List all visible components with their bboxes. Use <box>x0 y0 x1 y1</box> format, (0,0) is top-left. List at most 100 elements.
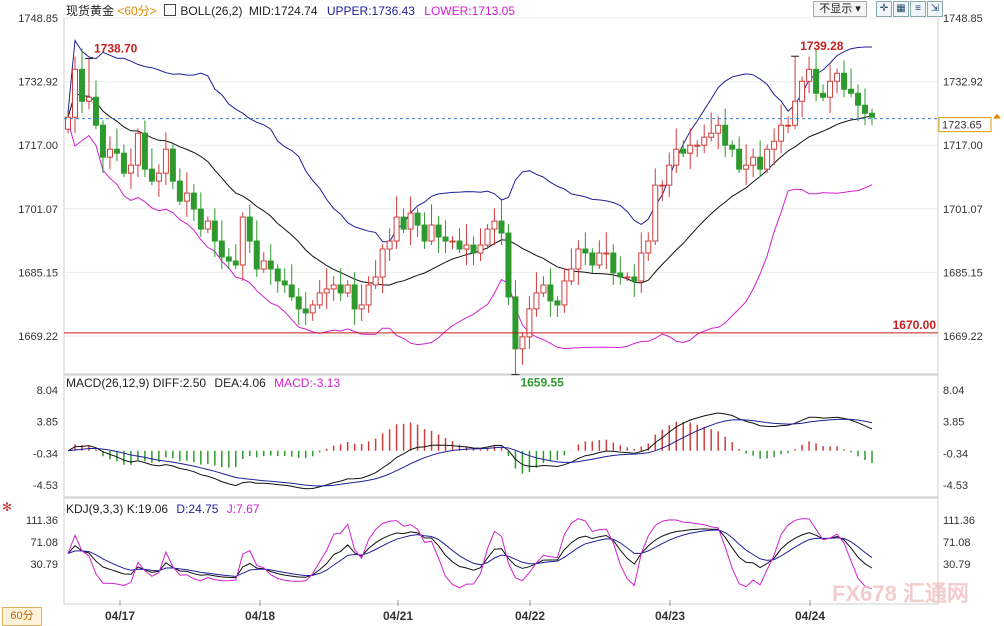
y-tick-label-left: 1748.85 <box>18 13 58 25</box>
candle <box>484 224 491 250</box>
kdj-y-tick-right: 71.08 <box>943 537 971 549</box>
candle <box>533 272 540 317</box>
candle <box>379 244 386 293</box>
candle-body <box>267 260 274 270</box>
candle-body <box>197 208 204 230</box>
candle <box>302 292 309 325</box>
kdj-d-line <box>67 529 873 577</box>
candle-body <box>519 336 526 350</box>
boll-icon <box>164 4 177 16</box>
candle-body <box>65 116 71 130</box>
gear-icon[interactable]: ✻ <box>2 500 13 514</box>
candle-body <box>225 256 232 262</box>
candle <box>253 220 260 277</box>
high-right-label: 1739.28 <box>800 39 844 53</box>
menu-icon[interactable]: ≡ <box>910 1 926 17</box>
candle-body <box>652 184 659 242</box>
crosshair-icon[interactable]: ✛ <box>876 1 892 17</box>
timeframe-button[interactable]: 60分 <box>2 607 42 626</box>
boll-name: BOLL(26,2) <box>180 4 243 18</box>
candle <box>295 288 302 325</box>
candle-body <box>71 68 78 118</box>
price-header: 现货黄金 <60分> BOLL(26,2) MID:1724.74 UPPER:… <box>66 4 515 18</box>
candle-body <box>624 276 631 279</box>
candle-body <box>211 220 218 242</box>
candle <box>127 148 134 190</box>
candle <box>323 268 330 309</box>
y-tick-label-left: 1732.92 <box>18 77 58 89</box>
candle-body <box>106 148 113 158</box>
candle-body <box>414 212 421 226</box>
candle-body <box>92 96 99 126</box>
candle-body <box>162 148 169 174</box>
candle-body <box>449 240 456 243</box>
chevron-down-icon: ▾ <box>855 3 861 15</box>
candle <box>666 152 673 198</box>
x-tick-label: 04/24 <box>795 609 825 623</box>
candle <box>65 112 71 134</box>
macd-diff: DIFF:2.50 <box>152 376 207 390</box>
kdj-y-tick-right: 111.36 <box>943 515 975 527</box>
candle-body <box>491 220 498 230</box>
candle <box>239 212 246 281</box>
macd-name: MACD(26,12,9) <box>66 376 150 390</box>
candle <box>190 184 197 222</box>
candle <box>848 68 855 98</box>
macd-y-tick-left: -0.34 <box>33 448 58 460</box>
candle <box>491 208 498 246</box>
candle-body <box>253 240 260 270</box>
candle-body <box>78 68 85 102</box>
current-price-label: 1723.65 <box>942 120 982 132</box>
expand-icon[interactable]: ⇲ <box>927 1 943 17</box>
candle <box>806 56 813 94</box>
candle <box>638 232 645 293</box>
candle <box>659 180 666 202</box>
candle <box>477 228 484 262</box>
candle-body <box>547 284 554 302</box>
candle-body <box>869 112 875 118</box>
candle-body <box>554 300 561 306</box>
candle <box>785 116 792 134</box>
y-tick-label-left: 1717.00 <box>18 140 58 152</box>
candle-body <box>540 284 547 294</box>
candle <box>78 48 85 114</box>
candle-body <box>848 88 855 94</box>
candle-body <box>806 68 813 82</box>
candle-body <box>708 132 715 138</box>
candle <box>351 272 358 325</box>
candle-body <box>757 156 764 170</box>
candle <box>330 276 337 301</box>
current-price-box <box>938 117 992 133</box>
candle-body <box>785 124 792 127</box>
macd-panel <box>67 412 873 490</box>
hide-indicator-button[interactable]: 不显示 ▾ <box>813 1 867 17</box>
candle <box>554 296 561 317</box>
candle <box>778 104 785 154</box>
candle <box>757 140 764 178</box>
candle-body <box>218 240 225 258</box>
candle-body <box>603 252 610 255</box>
candle <box>456 228 463 254</box>
candle <box>505 224 512 305</box>
settings-icon[interactable]: ▦ <box>893 1 909 17</box>
candle <box>568 248 575 285</box>
candle <box>652 168 659 246</box>
y-tick-label-right: 1685.15 <box>943 267 983 279</box>
candle <box>645 232 652 262</box>
y-tick-label-right: 1701.07 <box>943 204 983 216</box>
candle <box>799 76 806 118</box>
macd-y-tick-right: 8.04 <box>943 385 964 397</box>
price-arrow-icon <box>993 113 1001 119</box>
candle-body <box>568 268 575 282</box>
macd-dea: DEA:4.06 <box>214 376 266 390</box>
kdj-k: K:19.06 <box>126 502 169 516</box>
candle-body <box>645 240 652 254</box>
candle <box>372 260 379 289</box>
y-tick-label-left: 1701.07 <box>18 204 58 216</box>
candle <box>106 136 113 170</box>
candle <box>309 300 316 321</box>
candle <box>197 192 204 238</box>
candle-body <box>316 292 323 306</box>
candle <box>841 60 848 98</box>
